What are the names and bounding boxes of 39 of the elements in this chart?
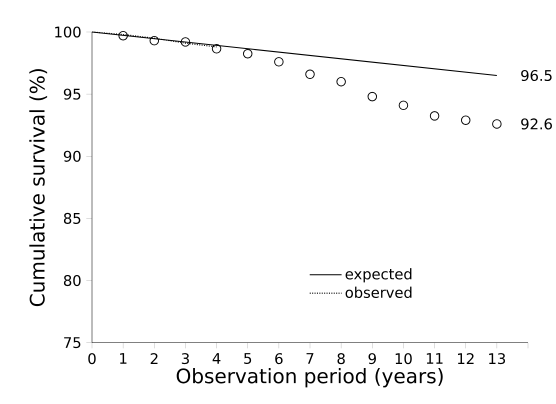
point xyxy=(336,76,346,86)
x-tick-label: 9 xyxy=(368,353,376,364)
annotation: 92.6 xyxy=(521,118,552,130)
point xyxy=(305,70,315,79)
point xyxy=(180,37,190,47)
legend-label: expected xyxy=(346,268,412,282)
x-tick-label: 7 xyxy=(306,353,314,364)
point xyxy=(430,111,440,121)
x-tick-label: 10 xyxy=(396,353,412,364)
y-tick-label: 80 xyxy=(64,275,81,286)
point xyxy=(242,49,252,58)
point xyxy=(274,57,284,67)
y-tick-label: 90 xyxy=(64,150,81,162)
point xyxy=(150,36,160,46)
y-tick-label: 95 xyxy=(64,88,80,100)
x-tick-label: 13 xyxy=(489,353,506,364)
point xyxy=(212,44,222,54)
x-tick-label: 8 xyxy=(337,353,345,364)
x-tick-label: 4 xyxy=(212,353,220,364)
x-tick-label: 11 xyxy=(426,353,443,364)
x-tick-label: 6 xyxy=(275,353,283,364)
y-axis-title: Cumulative survival (%) xyxy=(29,69,48,306)
point xyxy=(118,30,128,40)
y-tick-label: 85 xyxy=(64,212,80,224)
x-axis-title: Observation period (years) xyxy=(176,368,443,388)
point xyxy=(460,115,470,125)
x-tick-label: 5 xyxy=(244,353,252,364)
x-tick-label: 1 xyxy=(120,353,126,364)
legend-label: observed xyxy=(346,286,412,298)
point xyxy=(398,100,408,110)
x-tick-label: 3 xyxy=(182,353,189,364)
y-tick-label: 100 xyxy=(55,26,81,38)
point xyxy=(368,92,378,102)
x-tick-label: 0 xyxy=(88,353,96,364)
x-tick-label: 2 xyxy=(150,353,158,364)
y-tick-label: 75 xyxy=(64,337,80,348)
annotation: 96.5 xyxy=(521,70,552,82)
x-tick-label: 12 xyxy=(458,353,474,364)
point xyxy=(492,119,502,129)
